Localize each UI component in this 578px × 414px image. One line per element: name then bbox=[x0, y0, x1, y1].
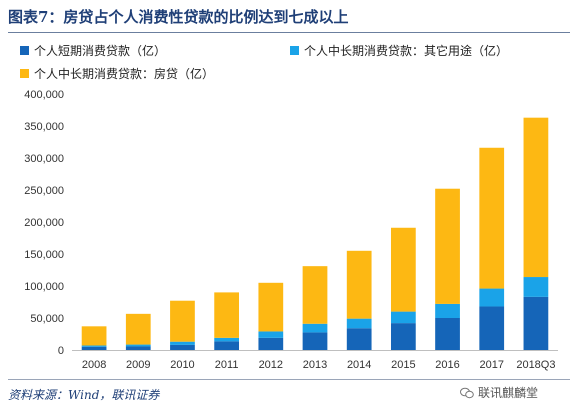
page-title: 图表7：房贷占个人消费性贷款的比例达到七成以上 bbox=[8, 8, 349, 26]
bar-short-term bbox=[479, 306, 505, 350]
bar-short-term bbox=[302, 332, 328, 350]
bar-mortgage bbox=[170, 300, 195, 342]
bar-mortgage bbox=[346, 250, 372, 319]
bar-long-other bbox=[170, 341, 195, 345]
bar-long-other bbox=[302, 323, 328, 333]
legend-item-short-term: 个人短期消费贷款（亿） bbox=[20, 42, 166, 59]
watermark-text: 联讯麒麟堂 bbox=[478, 386, 539, 400]
bar-long-other bbox=[258, 331, 284, 338]
bar-long-other bbox=[479, 288, 505, 307]
bar-long-other bbox=[435, 303, 460, 318]
x-tick-label: 2010 bbox=[170, 359, 194, 371]
x-tick-label: 2009 bbox=[126, 359, 150, 371]
bar-mortgage bbox=[390, 227, 416, 312]
y-tick-label: 400,000 bbox=[24, 89, 64, 101]
y-tick-label: 150,000 bbox=[24, 249, 64, 261]
bar-mortgage bbox=[302, 266, 328, 324]
legend-swatch-long-other bbox=[290, 46, 299, 55]
y-tick-label: 350,000 bbox=[24, 121, 64, 133]
legend-label-short-term: 个人短期消费贷款（亿） bbox=[34, 44, 167, 58]
bar-short-term bbox=[258, 337, 284, 350]
bar-long-other bbox=[125, 344, 151, 347]
x-tick-label: 2016 bbox=[435, 359, 459, 371]
x-tick-label: 2011 bbox=[215, 359, 239, 371]
legend-swatch-short-term bbox=[20, 46, 29, 55]
bar-short-term bbox=[81, 346, 107, 350]
bar-mortgage bbox=[214, 292, 240, 338]
y-tick-label: 200,000 bbox=[24, 217, 64, 229]
bar-mortgage bbox=[523, 117, 549, 278]
bar-long-other bbox=[523, 277, 549, 297]
bar-mortgage bbox=[479, 147, 505, 289]
legend-item-mortgage: 个人中长期消费贷款：房贷（亿） bbox=[20, 65, 214, 82]
y-tick-label: 300,000 bbox=[24, 153, 64, 165]
bar-short-term bbox=[390, 323, 416, 350]
bar-mortgage bbox=[125, 313, 151, 345]
legend-item-long-other: 个人中长期消费贷款：其它用途（亿） bbox=[290, 42, 508, 59]
bar-short-term bbox=[170, 344, 195, 350]
bar-mortgage bbox=[435, 188, 460, 304]
x-tick-label: 2014 bbox=[347, 359, 371, 371]
legend-swatch-mortgage bbox=[20, 69, 29, 78]
x-tick-label: 2012 bbox=[259, 359, 283, 371]
x-tick-label: 2013 bbox=[303, 359, 327, 371]
bar-long-other bbox=[214, 337, 240, 342]
bar-mortgage bbox=[81, 326, 107, 346]
y-tick-label: 0 bbox=[58, 345, 64, 357]
bar-short-term bbox=[125, 346, 151, 350]
bar-short-term bbox=[346, 328, 372, 350]
legend-label-long-other: 个人中长期消费贷款：其它用途（亿） bbox=[304, 44, 509, 58]
bar-short-term bbox=[523, 296, 549, 350]
x-tick-label: 2017 bbox=[479, 359, 503, 371]
bar-long-other bbox=[346, 318, 372, 329]
bar-short-term bbox=[214, 341, 240, 350]
bar-short-term bbox=[435, 318, 460, 350]
y-tick-label: 250,000 bbox=[24, 185, 64, 197]
y-tick-label: 100,000 bbox=[24, 281, 64, 293]
title-divider bbox=[8, 32, 570, 33]
y-tick-label: 50,000 bbox=[30, 313, 64, 325]
x-tick-label: 2018Q3 bbox=[516, 359, 555, 371]
legend-label-mortgage: 个人中长期消费贷款：房贷（亿） bbox=[34, 67, 215, 81]
watermark: 联讯麒麟堂 bbox=[460, 384, 538, 401]
x-tick-label: 2015 bbox=[391, 359, 415, 371]
bar-mortgage bbox=[258, 282, 284, 332]
bar-long-other bbox=[390, 311, 416, 324]
bar-long-other bbox=[81, 345, 107, 347]
wechat-icon bbox=[460, 387, 474, 398]
x-tick-label: 2008 bbox=[82, 359, 106, 371]
source-note: 资料来源：Wind，联讯证券 bbox=[8, 388, 160, 402]
footer-divider bbox=[8, 379, 570, 380]
